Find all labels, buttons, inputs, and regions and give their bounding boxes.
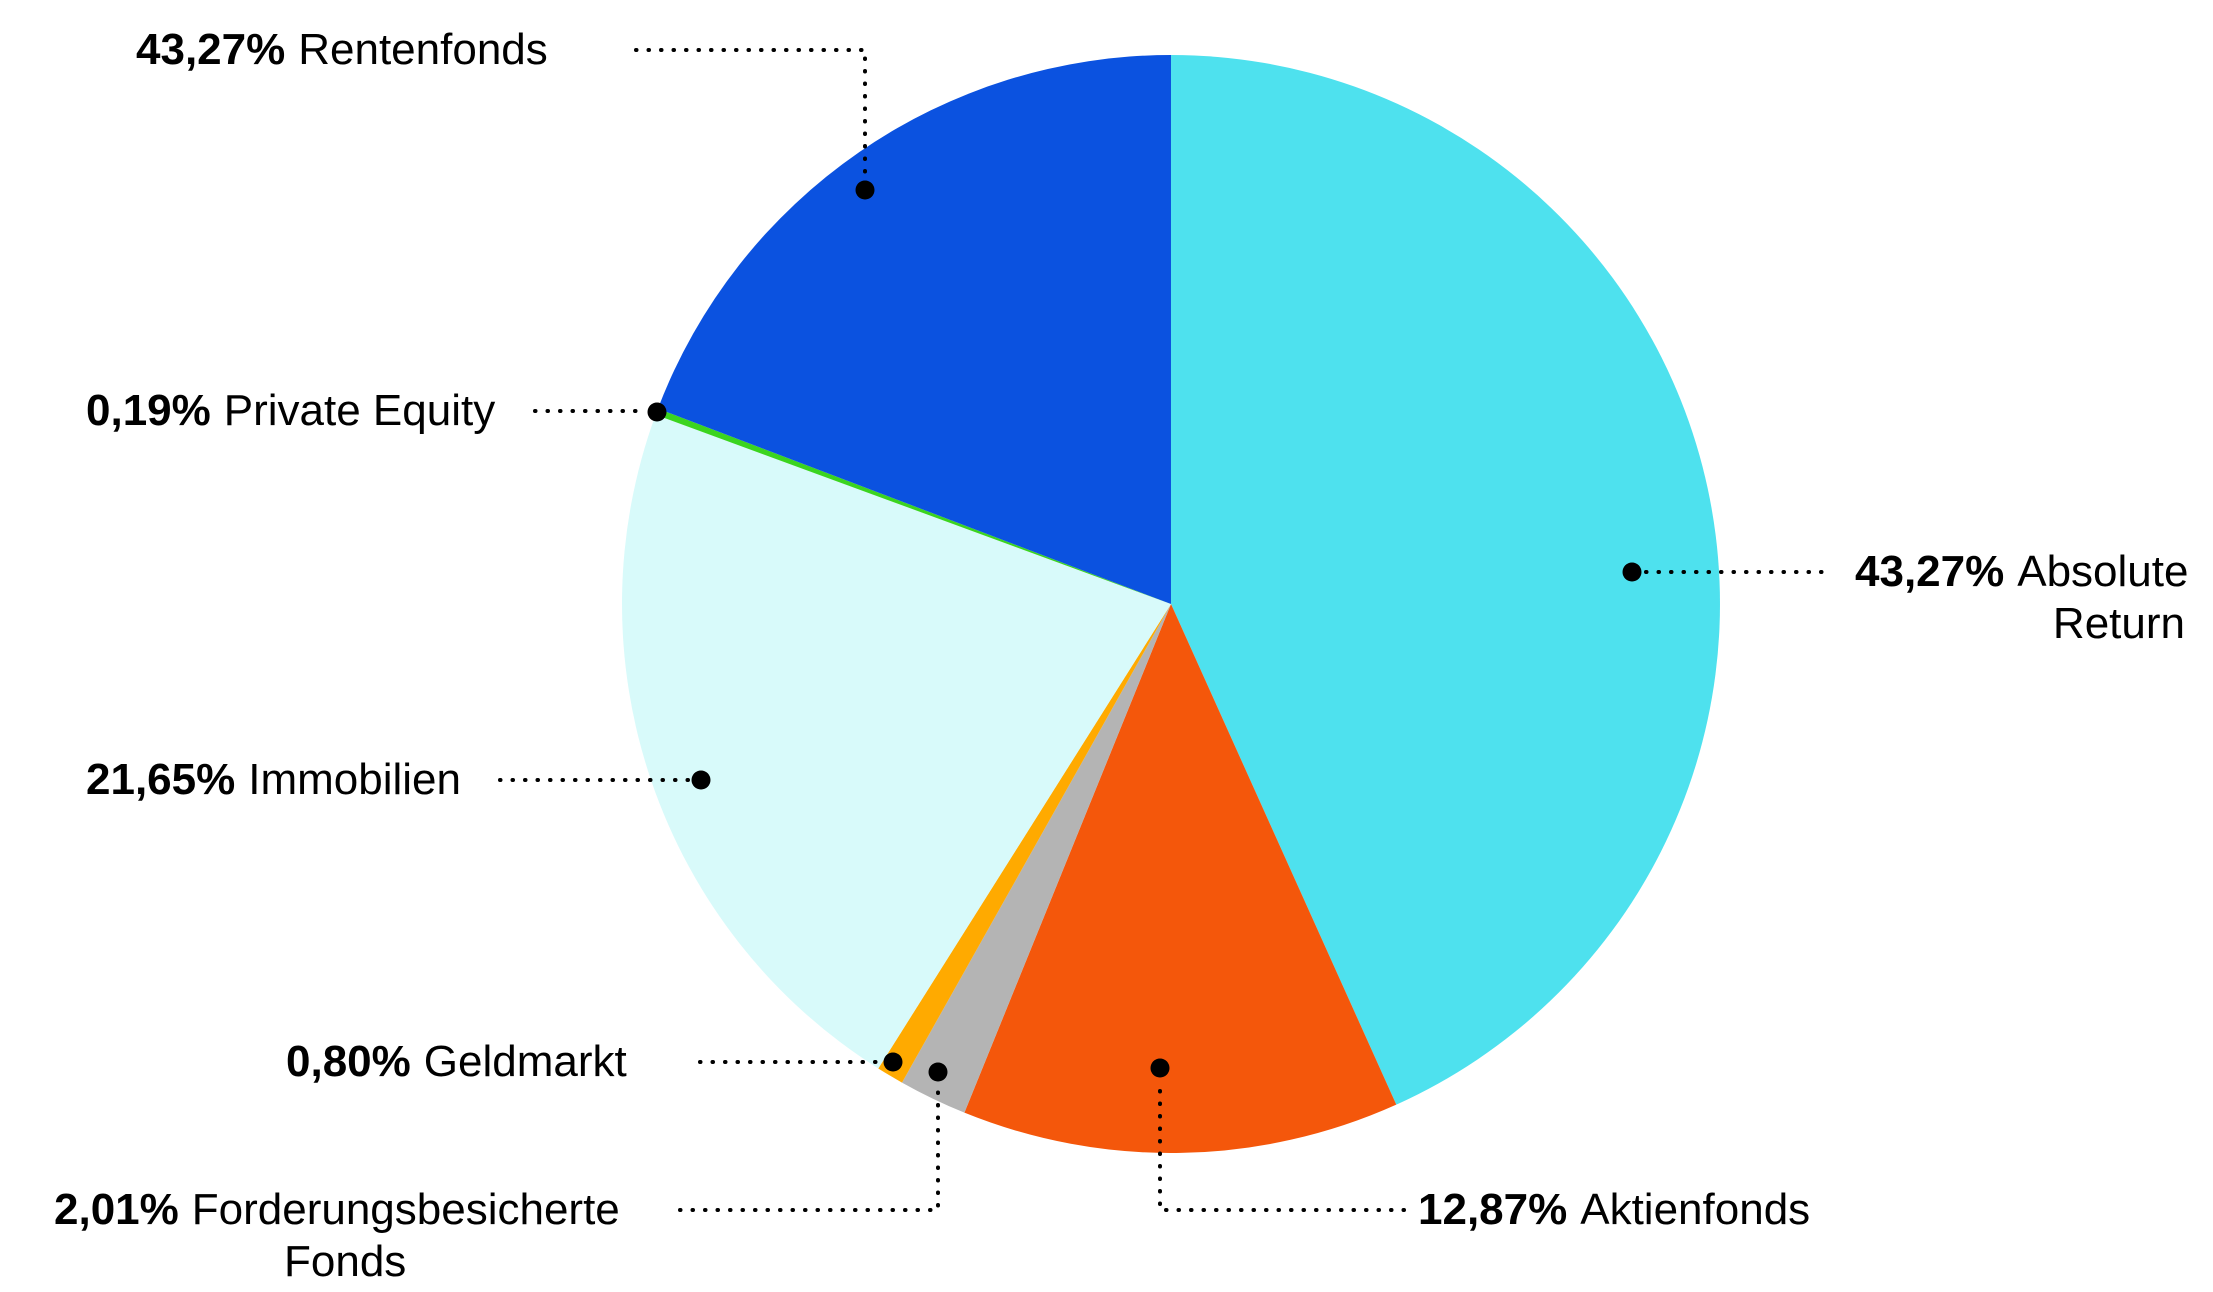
label-aktienfonds: 12,87% Aktienfonds <box>1418 1184 1810 1236</box>
immobilien-percent: 21,65% <box>86 755 236 804</box>
label-private-equity: 0,19% Private Equity <box>86 385 495 437</box>
pie-slice-absolute-return <box>1171 55 1720 1105</box>
anchor-dot-forderungsbesicherte-fonds <box>928 1062 948 1082</box>
pie-slice-rentenfonds <box>657 55 1171 604</box>
label-forderungsbesicherte-fonds: 2,01% Forderungsbesicherte Fonds <box>54 1184 704 1288</box>
immobilien-name: Immobilien <box>248 755 461 804</box>
anchor-dot-absolute-return <box>1622 562 1642 582</box>
geldmarkt-percent: 0,80% <box>286 1037 411 1086</box>
anchor-dot-aktienfonds <box>1150 1058 1170 1078</box>
pie-slice-forderungsbesicherte-fonds <box>901 604 1171 1113</box>
private-equity-name: Private Equity <box>223 386 496 435</box>
label-geldmarkt: 0,80% Geldmarkt <box>286 1036 627 1088</box>
rentenfonds-percent: 43,27% <box>136 25 286 74</box>
rentenfonds-name: Rentenfonds <box>298 25 548 74</box>
forderungsbesicherte-fonds-name: Forderungsbesicherte Fonds <box>191 1185 620 1286</box>
aktienfonds-name: Aktienfonds <box>1580 1185 1811 1234</box>
forderungsbesicherte-fonds-percent: 2,01% <box>54 1185 179 1234</box>
aktienfonds-percent: 12,87% <box>1418 1185 1568 1234</box>
anchor-dot-geldmarkt <box>883 1052 903 1072</box>
anchor-dots <box>647 180 1642 1082</box>
anchor-dot-immobilien <box>691 770 711 790</box>
private-equity-percent: 0,19% <box>86 386 211 435</box>
label-absolute-return: 43,27% Absolute Return <box>1855 546 2189 650</box>
absolute-return-percent: 43,27% <box>1855 547 2005 596</box>
label-rentenfonds: 43,27% Rentenfonds <box>136 24 548 76</box>
anchor-dot-private-equity <box>647 402 667 422</box>
leader-line-rentenfonds <box>634 48 867 180</box>
geldmarkt-name: Geldmarkt <box>423 1037 627 1086</box>
pie-slice-geldmarkt <box>878 604 1171 1083</box>
leader-line-forderungsbesicherte-fonds <box>678 1084 940 1212</box>
pie-slice-private-equity <box>655 408 1171 604</box>
pie <box>622 55 1720 1153</box>
label-immobilien: 21,65% Immobilien <box>86 754 461 806</box>
pie-slice-aktienfonds <box>964 604 1397 1153</box>
pie-slice-immobilien <box>622 414 1171 1069</box>
absolute-return-name: Absolute Return <box>2017 547 2189 648</box>
anchor-dot-rentenfonds <box>855 180 875 200</box>
leader-lines <box>498 48 1826 1212</box>
